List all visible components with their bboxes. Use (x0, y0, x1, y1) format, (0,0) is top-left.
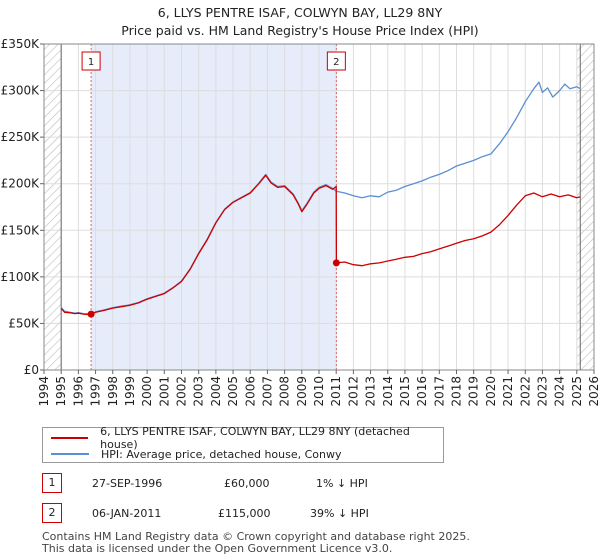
transaction-date: 27-SEP-1996 (92, 477, 163, 490)
x-tick-label: 2014 (381, 376, 395, 407)
sale-point (332, 259, 340, 267)
sale-marker-label: 2 (333, 57, 339, 68)
x-tick-label: 2025 (570, 376, 584, 407)
transaction-row: 1 27-SEP-1996 £60,000 1% ↓ HPI (42, 473, 422, 495)
x-tick-label: 2017 (432, 376, 446, 407)
x-tick-label: 2006 (243, 376, 257, 407)
x-tick-label: 2018 (450, 376, 464, 407)
transaction-row: 2 06-JAN-2011 £115,000 39% ↓ HPI (42, 503, 422, 525)
x-tick-label: 2002 (175, 376, 189, 407)
x-tick-label: 2003 (192, 376, 206, 407)
y-tick-label: £0 (24, 363, 39, 377)
x-tick-label: 2007 (260, 376, 274, 407)
x-tick-label: 1994 (37, 376, 51, 407)
sale-marker-label: 1 (88, 57, 94, 68)
x-tick-label: 2012 (346, 376, 360, 407)
x-tick-label: 1998 (106, 376, 120, 407)
legend-item-hpi: HPI: Average price, detached house, Conw… (51, 446, 342, 462)
hatched-region (576, 44, 594, 370)
x-tick-label: 2000 (140, 376, 154, 407)
x-tick-label: 2009 (295, 376, 309, 407)
y-tick-label: £250K (1, 130, 41, 144)
y-tick-label: £50K (8, 316, 40, 330)
property-price-line (60, 174, 581, 316)
x-tick-label: 2001 (157, 376, 171, 407)
footer-line1: Contains HM Land Registry data © Crown c… (42, 530, 470, 543)
x-tick-label: 2023 (535, 376, 549, 407)
legend-item-property: 6, LLYS PENTRE ISAF, COLWYN BAY, LL29 8N… (51, 425, 443, 451)
legend-label-property: 6, LLYS PENTRE ISAF, COLWYN BAY, LL29 8N… (100, 425, 410, 451)
transaction-delta: 39% ↓ HPI (310, 507, 369, 520)
x-tick-label: 1995 (54, 376, 68, 407)
sale-point (87, 310, 95, 318)
x-tick-label: 2020 (484, 376, 498, 407)
legend-swatch-hpi (51, 453, 89, 455)
y-tick-label: £100K (1, 270, 41, 284)
x-tick-label: 2010 (312, 376, 326, 407)
x-tick-label: 2019 (467, 376, 481, 407)
x-tick-label: 2005 (226, 376, 240, 407)
x-tick-label: 2004 (209, 376, 223, 407)
y-tick-label: £300K (1, 84, 41, 98)
x-tick-label: 2024 (553, 376, 567, 407)
sale-marker-box (326, 51, 346, 71)
footer-note: Contains HM Land Registry data © Crown c… (42, 531, 470, 555)
transaction-date: 06-JAN-2011 (92, 507, 162, 520)
x-tick-label: 2013 (364, 376, 378, 407)
chart-legend: 6, LLYS PENTRE ISAF, COLWYN BAY, LL29 8N… (42, 425, 444, 463)
legend-label-hpi: HPI: Average price, detached house, Conw… (101, 447, 342, 461)
transaction-price: £115,000 (218, 507, 271, 520)
x-tick-label: 2022 (518, 376, 532, 407)
x-tick-label: 1999 (123, 376, 137, 407)
y-tick-label: £350K (1, 37, 41, 51)
chart-title-line2: Price paid vs. HM Land Registry's House … (121, 23, 479, 38)
transaction-price: £60,000 (224, 477, 270, 490)
legend-swatch-property (51, 437, 89, 439)
transaction-badge: 2 (42, 503, 62, 523)
hatched-region (44, 44, 62, 370)
transaction-badge: 1 (42, 473, 62, 493)
x-tick-label: 2015 (398, 376, 412, 407)
transaction-delta: 1% ↓ HPI (316, 477, 368, 490)
x-tick-label: 2026 (587, 376, 600, 407)
y-tick-label: £150K (1, 223, 41, 237)
x-tick-label: 1997 (89, 376, 103, 407)
chart-title: 6, LLYS PENTRE ISAF, COLWYN BAY, LL29 8N… (0, 4, 600, 40)
x-tick-label: 2011 (329, 376, 343, 407)
ownership-shaded-region (91, 44, 337, 370)
y-tick-label: £200K (1, 177, 41, 191)
x-tick-label: 1996 (71, 376, 85, 407)
chart-title-line1: 6, LLYS PENTRE ISAF, COLWYN BAY, LL29 8N… (157, 5, 443, 20)
x-tick-label: 2021 (501, 376, 515, 407)
x-tick-label: 2016 (415, 376, 429, 407)
x-tick-label: 2008 (278, 376, 292, 407)
sale-marker-box (81, 51, 101, 71)
footer-line2: This data is licensed under the Open Gov… (42, 542, 393, 555)
